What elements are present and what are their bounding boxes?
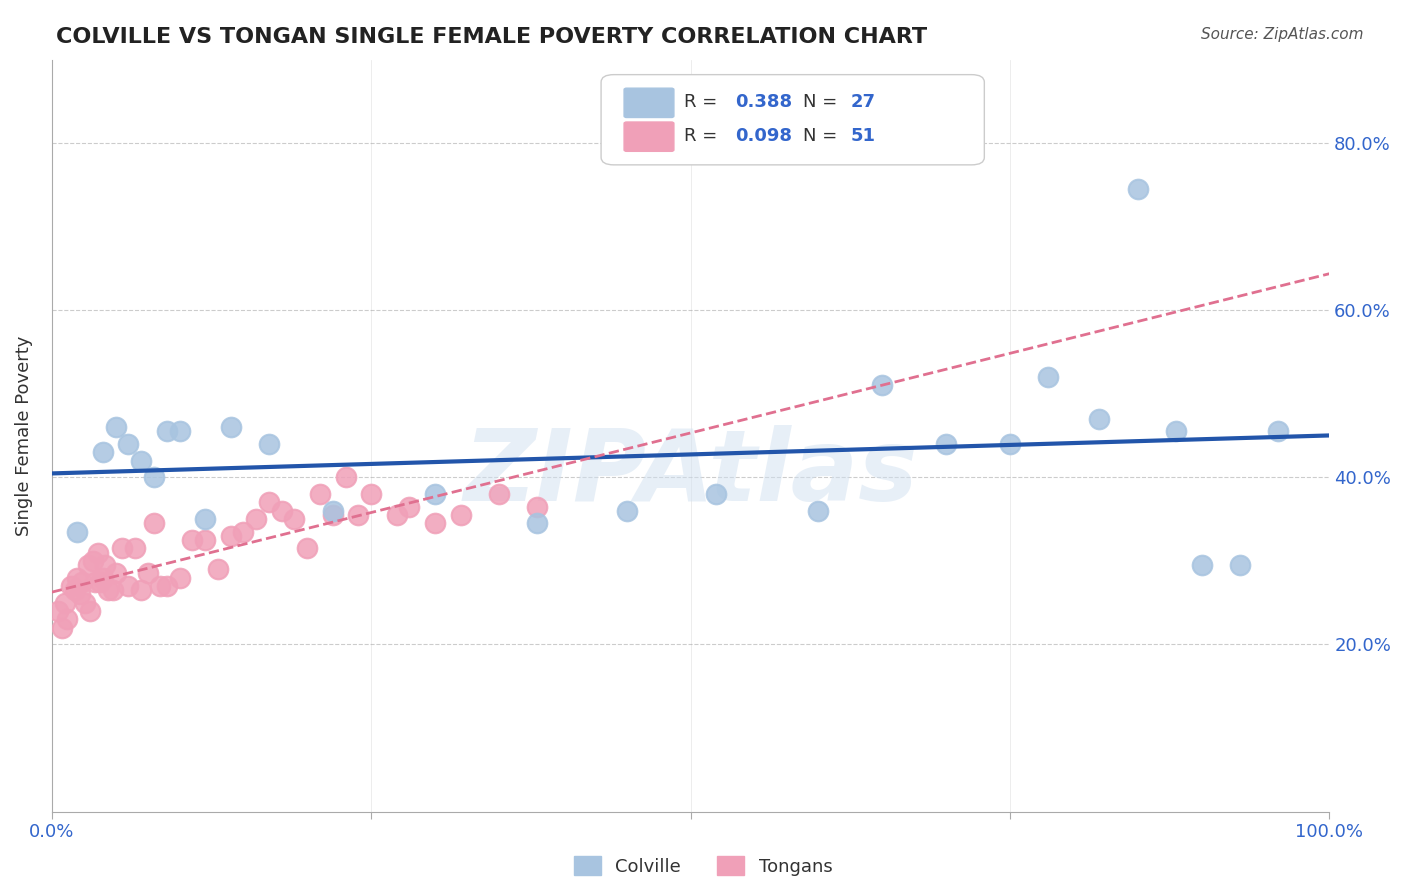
Point [423,516,446,531]
Text: Source: ZipAtlas.com: Source: ZipAtlas.com [1201,27,1364,42]
Point [104,420,127,434]
Point [616,504,638,518]
Text: R =: R = [685,94,723,112]
Point [347,508,370,522]
Text: 0.098: 0.098 [735,128,792,145]
Point [245,512,267,526]
Point [704,487,727,501]
Text: 51: 51 [851,128,875,145]
Point [72,574,94,589]
Point [97,583,120,598]
Point [385,508,408,522]
Point [297,541,319,556]
Point [194,533,217,547]
Point [1191,558,1213,572]
Text: ZIPAtlas: ZIPAtlas [463,425,918,522]
Text: 0.388: 0.388 [735,94,793,112]
FancyBboxPatch shape [624,122,673,152]
Point [51,621,73,635]
Point [46,604,69,618]
Text: COLVILLE VS TONGAN SINGLE FEMALE POVERTY CORRELATION CHART: COLVILLE VS TONGAN SINGLE FEMALE POVERTY… [56,27,928,46]
Point [360,487,382,501]
Point [117,579,139,593]
Point [1267,425,1289,439]
Point [156,579,179,593]
Point [136,566,159,581]
Point [322,508,344,522]
Point [194,512,217,526]
Point [450,508,472,522]
Point [257,437,280,451]
Point [101,583,124,598]
Point [207,562,229,576]
Point [73,596,96,610]
Point [84,574,107,589]
Point [807,504,830,518]
Point [56,612,79,626]
Point [66,524,89,539]
Point [488,487,510,501]
Text: N =: N = [803,94,844,112]
Point [1088,412,1111,426]
Point [129,453,152,467]
Point [322,504,344,518]
Point [1229,558,1251,572]
Point [66,571,89,585]
Point [219,529,242,543]
Point [423,487,446,501]
Point [142,516,165,531]
Point [94,558,117,572]
Point [935,437,957,451]
Point [91,571,114,585]
Point [257,495,280,509]
FancyBboxPatch shape [624,88,673,118]
Text: 27: 27 [851,94,875,112]
Point [398,500,420,514]
Point [79,604,101,618]
Point [1126,182,1149,196]
Point [104,566,127,581]
Point [117,437,139,451]
Text: R =: R = [685,128,723,145]
Point [870,378,893,392]
Point [142,470,165,484]
Text: N =: N = [803,128,844,145]
Point [998,437,1021,451]
Point [169,571,191,585]
Point [149,579,172,593]
FancyBboxPatch shape [602,75,984,165]
Point [87,545,110,559]
Point [69,587,91,601]
Point [169,425,191,439]
Legend: Colville, Tongans: Colville, Tongans [567,849,839,883]
Point [91,445,114,459]
Point [76,558,98,572]
Point [53,596,76,610]
Point [219,420,242,434]
Point [63,583,86,598]
Point [89,574,111,589]
Point [181,533,204,547]
Point [526,516,548,531]
Point [82,554,104,568]
Point [1164,425,1187,439]
Point [526,500,548,514]
Point [111,541,134,556]
Point [129,583,152,598]
Y-axis label: Single Female Poverty: Single Female Poverty [15,335,32,536]
Point [283,512,305,526]
Point [1038,370,1060,384]
Point [309,487,332,501]
Point [270,504,292,518]
Point [232,524,254,539]
Point [156,425,179,439]
Point [335,470,357,484]
Point [59,579,82,593]
Point [124,541,146,556]
